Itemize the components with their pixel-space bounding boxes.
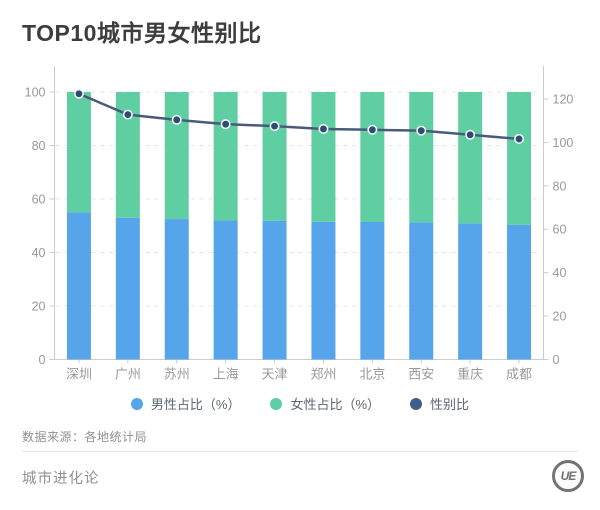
bar-segment-female: [311, 92, 336, 222]
bar-segment-male: [409, 222, 434, 360]
right-axis-tick-label: 0: [553, 353, 560, 367]
bar-segment-male: [311, 221, 336, 360]
bar-segment-male: [458, 223, 483, 360]
ratio-point: [220, 119, 231, 130]
bar-segment-female: [164, 92, 189, 220]
ratio-point: [122, 109, 133, 120]
ratio-line: [77, 92, 521, 141]
right-axis-tick-label: 100: [553, 136, 574, 150]
right-axis-tick-label: 80: [553, 179, 567, 193]
bar-segment-female: [262, 92, 287, 221]
x-axis-label: 苏州: [164, 367, 190, 382]
chart-legend: 男性占比（%） 女性占比（%） 性别比: [0, 394, 600, 413]
legend-dot-icon: [130, 397, 143, 410]
legend-dot-icon: [410, 397, 423, 410]
right-axis-tick-label: 60: [553, 223, 567, 237]
bar-segment-female: [458, 92, 483, 224]
brand-name: 城市进化论: [22, 471, 100, 487]
x-axis-label: 天津: [262, 367, 288, 382]
ratio-point: [465, 129, 476, 140]
left-axis-tick-label: 0: [39, 353, 46, 367]
bar-segment-female: [66, 92, 91, 213]
right-axis-tick-label: 40: [553, 266, 567, 280]
legend-item-0[interactable]: 男性占比（%）: [130, 394, 241, 413]
ratio-point: [416, 125, 427, 136]
left-axis-tick-label: 20: [32, 300, 46, 314]
bar-segment-male: [360, 222, 385, 360]
legend-item-1[interactable]: 女性占比（%）: [270, 394, 380, 413]
x-axis-label: 重庆: [457, 367, 483, 382]
ratio-point: [269, 121, 280, 132]
brand-logo-icon: UE: [552, 460, 584, 492]
brand-logo-text: UE: [560, 469, 577, 483]
x-axis-label: 深圳: [66, 367, 92, 382]
legend-label: 女性占比（%）: [290, 397, 381, 412]
footer-divider: [22, 451, 578, 452]
bar-segment-male: [115, 217, 140, 360]
bar-segment-female: [507, 92, 532, 225]
legend-label: 性别比: [430, 397, 470, 412]
chart-canvas: 0 20 40 60 80 100 0 20 40 60 80 100 120 深圳 广州 苏州 上海 天津 郑州 北…: [25, 66, 574, 382]
x-axis-label: 郑州: [310, 367, 336, 382]
x-axis-label: 上海: [213, 367, 239, 382]
legend-dot-icon: [270, 397, 283, 410]
data-source-note: 数据来源：各地统计局: [22, 430, 148, 444]
x-axis-label: 广州: [115, 367, 141, 382]
x-axis-label: 西安: [408, 367, 434, 382]
legend-label: 男性占比（%）: [150, 397, 241, 412]
bar-segment-female: [360, 92, 385, 223]
left-axis-tick-label: 100: [25, 86, 46, 100]
right-axis-tick-label: 120: [553, 92, 574, 106]
right-axis-tick-label: 20: [553, 310, 567, 324]
bar-segment-female: [409, 92, 434, 223]
ratio-point: [514, 133, 525, 144]
left-axis-tick-label: 40: [32, 246, 46, 260]
x-axis-label: 成都: [506, 367, 532, 382]
x-axis-label: 北京: [359, 367, 385, 382]
legend-item-2[interactable]: 性别比: [410, 394, 469, 413]
ratio-point: [318, 123, 329, 134]
chart-title: TOP10城市男女性别比: [22, 20, 262, 46]
left-axis-tick-label: 60: [32, 193, 46, 207]
bar-segment-male: [507, 224, 532, 360]
left-axis-tick-label: 80: [32, 139, 46, 153]
bar-segment-male: [66, 212, 91, 360]
ratio-point: [367, 124, 378, 135]
ratio-point: [73, 88, 84, 99]
bar-segment-female: [213, 92, 238, 221]
bar-segment-male: [262, 220, 287, 360]
bar-segment-male: [213, 220, 238, 360]
bar-segment-male: [164, 219, 189, 360]
ratio-point: [171, 114, 182, 125]
